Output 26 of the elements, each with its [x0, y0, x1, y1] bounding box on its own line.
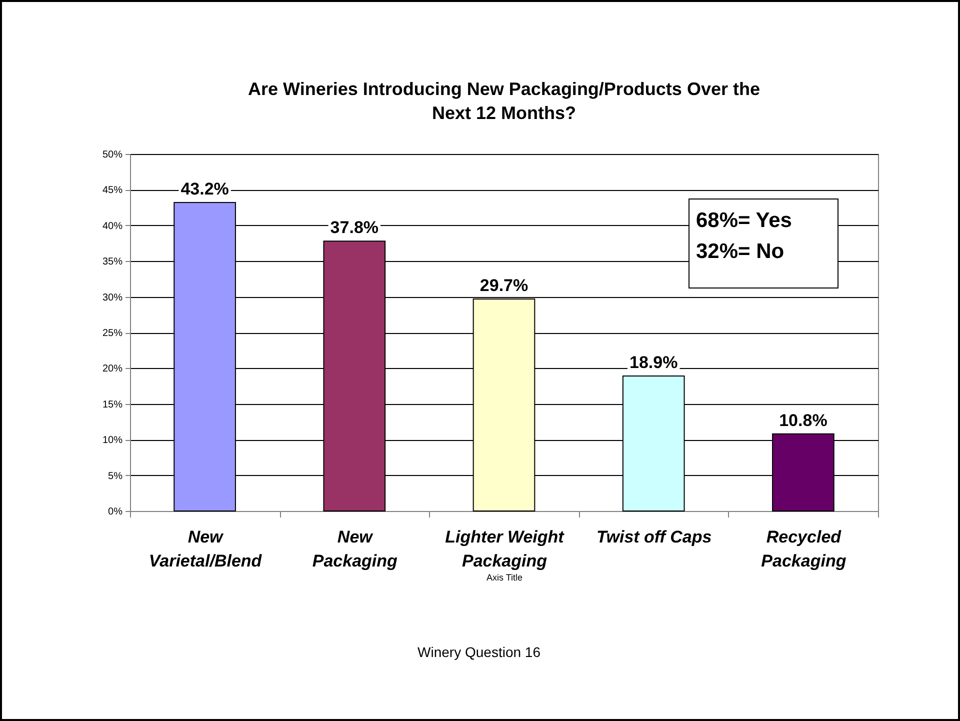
x-tick-label: New Varietal/Blend [148, 528, 262, 570]
data-label: 18.9% [630, 353, 678, 372]
data-label: 37.8% [330, 218, 378, 238]
annotation: 32%= No [696, 240, 784, 263]
y-tick-label: 15% [102, 399, 123, 410]
y-tick-label: 50% [102, 150, 123, 160]
x-axis-title: Axis Title [486, 572, 523, 582]
data-label: 43.2% [180, 180, 229, 199]
data-label: 29.7% [480, 276, 528, 295]
y-tick-label: 40% [102, 220, 123, 232]
y-tick-label: 5% [108, 470, 123, 482]
x-tick-label: New Packaging [312, 528, 398, 570]
y-tick-label: 30% [102, 292, 123, 304]
data-label: 10.8% [779, 410, 828, 430]
text: Winery Question 16 [418, 644, 541, 660]
y-tick-label: 20% [102, 364, 123, 375]
y-tick-label: 45% [102, 185, 123, 196]
chart-title: Are Wineries Introducing New Packaging/Products Over the Next 12 Months? [248, 79, 760, 123]
y-tick-label: 10% [102, 435, 123, 446]
y-tick-label: 0% [108, 506, 123, 518]
x-tick-label: Twist off Caps [596, 528, 712, 546]
annotation: 68%= Yes [696, 209, 792, 232]
y-tick-label: 25% [102, 328, 123, 339]
x-tick-label: Lighter Weight Packaging [445, 528, 566, 570]
y-tick-label: 35% [102, 256, 123, 268]
x-tick-label: Recycled Packaging [761, 528, 847, 570]
